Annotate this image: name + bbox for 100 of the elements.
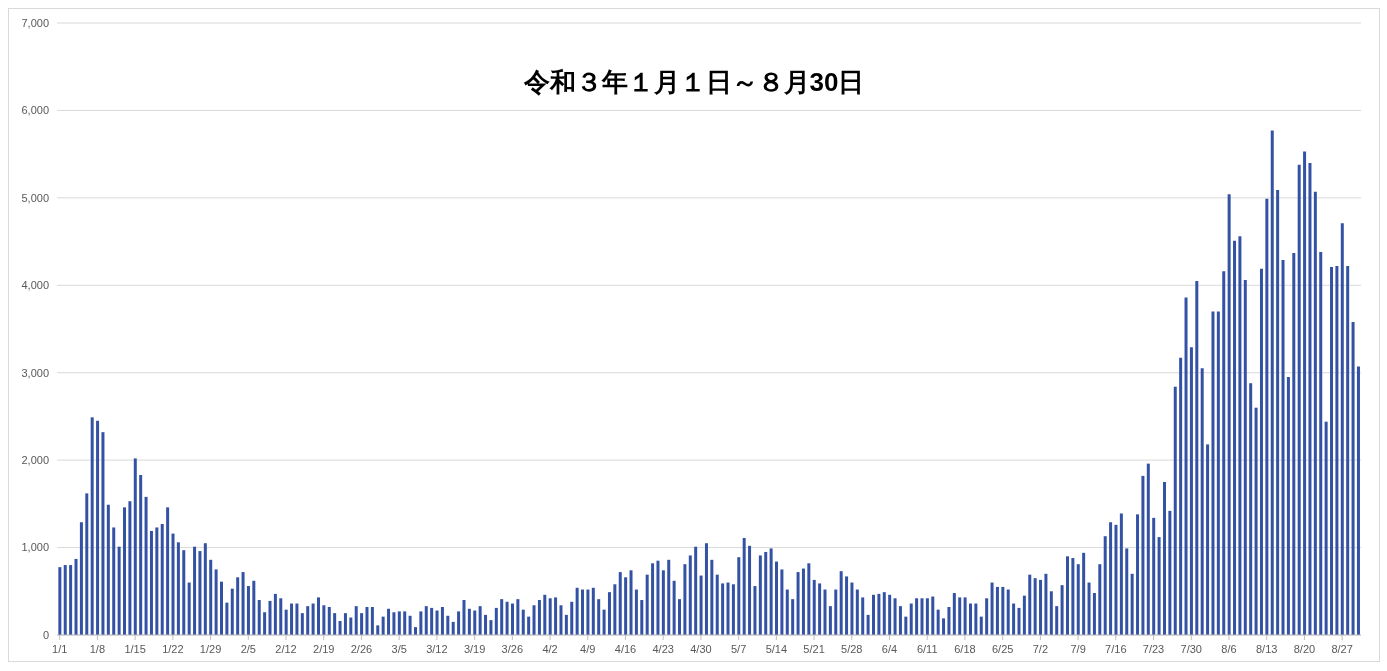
bar: [559, 605, 563, 635]
bar: [79, 522, 83, 635]
bar: [133, 458, 137, 635]
bar: [1356, 366, 1360, 635]
bar: [1233, 240, 1237, 635]
bar: [715, 574, 719, 635]
bar: [1276, 189, 1280, 635]
x-tick-label: 6/25: [991, 643, 1014, 655]
bar: [327, 607, 331, 635]
bar: [306, 606, 310, 635]
bar: [1125, 548, 1129, 635]
bar: [1179, 357, 1183, 635]
bar: [613, 584, 617, 635]
bar: [85, 493, 89, 635]
bar: [290, 603, 294, 635]
bar: [128, 501, 132, 635]
bar: [236, 577, 240, 635]
x-tick-label: 5/7: [730, 643, 747, 655]
bar: [354, 606, 358, 635]
bar: [166, 507, 170, 635]
bar: [1044, 573, 1048, 635]
bar: [1071, 558, 1075, 635]
bar: [554, 597, 558, 635]
bar: [322, 605, 326, 635]
bar: [710, 559, 714, 635]
x-tick-label: 8/13: [1255, 643, 1278, 655]
bar: [467, 608, 471, 635]
x-tick-label: 6/11: [916, 643, 938, 655]
bar: [1254, 407, 1258, 635]
x-tick-label: 6/18: [954, 643, 976, 655]
bar: [1146, 463, 1150, 635]
bar: [1270, 130, 1274, 635]
bar: [494, 607, 498, 635]
bar: [112, 527, 116, 635]
bar: [392, 612, 396, 635]
bar: [861, 597, 865, 635]
bar: [214, 569, 218, 635]
bar: [1162, 482, 1166, 635]
bar: [570, 601, 574, 635]
bar: [311, 603, 315, 635]
bar: [505, 601, 509, 635]
bar: [634, 589, 638, 635]
bar: [834, 589, 838, 635]
bar: [564, 614, 568, 635]
bar: [408, 615, 412, 635]
bar: [430, 607, 434, 635]
bar: [807, 563, 811, 635]
bar: [694, 546, 698, 635]
bar: [688, 555, 692, 635]
bar: [683, 564, 687, 635]
y-tick-label: 6,000: [21, 104, 49, 117]
bar: [656, 560, 660, 635]
bar: [952, 593, 956, 635]
bar: [823, 589, 827, 635]
bar: [812, 579, 816, 635]
bar: [220, 581, 223, 635]
x-tick-label: 3/12: [426, 643, 448, 655]
bar: [257, 600, 261, 635]
bar: [1006, 589, 1010, 635]
bar: [1103, 536, 1107, 635]
bar: [1087, 582, 1091, 635]
x-tick-label: 5/14: [765, 643, 788, 655]
bar: [435, 610, 439, 635]
y-tick-label: 2,000: [21, 454, 49, 467]
bar: [737, 557, 741, 635]
bar: [96, 420, 100, 635]
bar: [791, 599, 795, 635]
bar: [246, 586, 250, 635]
bar: [500, 599, 504, 635]
x-tick-label: 1/1: [52, 643, 68, 655]
bar: [252, 580, 256, 635]
bar: [678, 599, 682, 635]
bar: [602, 609, 606, 635]
bar: [155, 527, 159, 635]
bar: [74, 558, 78, 635]
bar: [1216, 311, 1220, 635]
bar: [1028, 574, 1032, 635]
x-tick-label: 3/19: [463, 643, 486, 655]
bar: [1184, 297, 1188, 635]
bar: [968, 603, 972, 635]
bar: [753, 586, 757, 635]
bar: [1136, 514, 1140, 635]
bar: [915, 598, 919, 635]
bar: [193, 546, 197, 635]
x-tick-label: 3/26: [501, 643, 524, 655]
bar: [58, 567, 62, 635]
bar: [909, 603, 913, 635]
bar: [931, 596, 935, 635]
bar: [117, 546, 121, 635]
x-tick-label: 1/22: [162, 643, 184, 655]
bar: [748, 545, 752, 635]
bar: [1346, 266, 1350, 635]
bar: [1330, 266, 1334, 635]
bar: [721, 583, 725, 635]
bar: [521, 609, 525, 635]
bar: [1227, 194, 1231, 635]
bar: [581, 589, 585, 635]
x-tick-label: 2/12: [275, 643, 297, 655]
bar: [333, 613, 337, 635]
bar: [672, 580, 676, 635]
